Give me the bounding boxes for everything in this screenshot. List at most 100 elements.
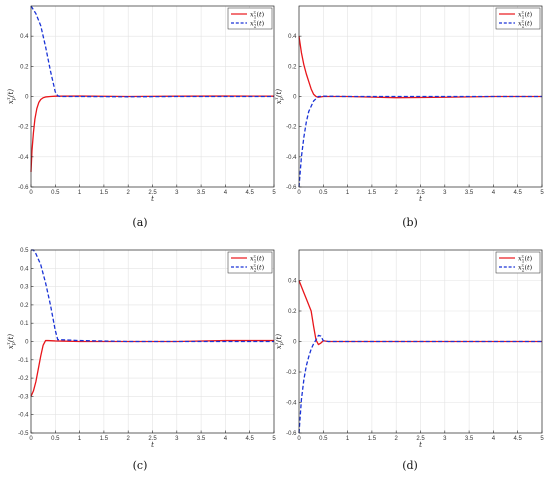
y-tick-label: 0.3: [20, 285, 29, 291]
x-tick-label: 3: [443, 436, 447, 442]
x-tick-label: 0.5: [51, 436, 60, 442]
panel-a: 0 0.5 1 1.5 2 2.5 3 3.5 4 4.5 5 -0.6 -0.4 -0.2 0 0.2 0.4…: [6, 5, 276, 203]
x-tick-label: 2: [395, 190, 399, 196]
y-tick-label: 0: [25, 340, 29, 346]
x-tick-label: 4: [224, 190, 228, 196]
y-tick-label: -0.2: [18, 376, 29, 382]
caption-b-text: (b): [402, 216, 418, 229]
x-tick-label: 2: [127, 436, 131, 442]
x-tick-label: 1.5: [368, 190, 377, 196]
x-tick-label: 5: [272, 190, 276, 196]
y-tick-label: -0.2: [286, 370, 297, 376]
x-tick-label: 0: [29, 190, 33, 196]
x-tick-label: 4: [492, 436, 496, 442]
y-tick-label: 0.2: [288, 309, 297, 315]
y-tick-label: -0.4: [286, 401, 297, 407]
y-tick-label: -0.6: [286, 185, 297, 191]
y-tick-label: -0.4: [18, 413, 29, 419]
x-axis-label: t: [419, 441, 422, 449]
legend-entry: xτ 1(t): [250, 11, 265, 21]
y-tick-label: -0.2: [286, 125, 297, 131]
x-tick-label: 2.5: [416, 436, 425, 442]
y-tick-label: 0.4: [288, 279, 297, 285]
x-tick-label: 0: [297, 436, 301, 442]
series-line-2: [31, 249, 274, 343]
series-line-2: [298, 95, 542, 188]
x-tick-label: 3.5: [465, 190, 474, 196]
panel-b: 0 0.5 1 1.5 2 2.5 3 3.5 4 4.5 5 -0.6 -0.4 -0.2 0 0.2 0.4…: [274, 5, 544, 203]
x-tick-label: 2.5: [416, 190, 425, 196]
x-tick-label: 2.5: [148, 436, 157, 442]
y-tick-label: 0.2: [20, 303, 29, 309]
series-line-1: [298, 280, 542, 346]
legend-entry: xτ 1(t): [250, 255, 265, 265]
x-tick-label: 1.5: [368, 436, 377, 442]
y-tick-label: 0.1: [20, 321, 29, 327]
x-tick-label: 3: [175, 190, 179, 196]
y-tick-label: -0.5: [18, 431, 29, 437]
x-tick-label: 0: [29, 436, 33, 442]
caption-c: (c): [133, 459, 148, 472]
y-tick-label: 0: [293, 95, 297, 101]
legend: xτ 1(t)xτ 2(t): [495, 7, 541, 30]
y-tick-label: 0.4: [288, 34, 297, 40]
y-axis-label: xτp(t): [6, 334, 17, 349]
x-tick-label: 4: [492, 190, 496, 196]
x-tick-label: 1: [78, 190, 82, 196]
x-tick-label: 4.5: [246, 436, 255, 442]
y-tick-label: -0.4: [286, 155, 297, 161]
x-tick-label: 0: [297, 190, 301, 196]
caption-d-text: (d): [402, 459, 418, 472]
y-tick-label: 0.4: [20, 266, 29, 272]
x-tick-label: 3.5: [197, 190, 206, 196]
x-tick-label: 5: [272, 436, 276, 442]
caption-a: (a): [132, 216, 147, 229]
x-tick-label: 4: [224, 436, 228, 442]
legend-entry: xτ 2(t): [250, 20, 265, 30]
x-tick-label: 4.5: [514, 436, 523, 442]
legend: xτ 1(t)xτ 2(t): [495, 251, 541, 274]
x-tick-label: 0.5: [319, 190, 328, 196]
legend-entry: xτ 1(t): [518, 11, 533, 21]
y-tick-label: 0.2: [20, 64, 29, 70]
x-tick-label: 3: [443, 190, 447, 196]
y-tick-label: 0: [25, 95, 29, 101]
x-tick-label: 4.5: [246, 190, 255, 196]
legend-box: [495, 7, 541, 30]
y-axis-label: xτp(t): [274, 334, 285, 349]
legend-box: [227, 251, 273, 274]
x-tick-label: 1.5: [100, 190, 109, 196]
legend-entry: xτ 2(t): [250, 264, 265, 274]
x-tick-label: 2: [395, 436, 399, 442]
legend-box: [495, 251, 541, 274]
x-tick-label: 3.5: [197, 436, 206, 442]
x-tick-label: 2.5: [148, 190, 157, 196]
x-tick-label: 1.5: [100, 436, 109, 442]
x-tick-label: 3: [175, 436, 179, 442]
x-axis-label: t: [151, 195, 154, 203]
caption-d: (d): [402, 459, 418, 472]
x-axis-label: t: [419, 195, 422, 203]
x-tick-label: 1: [78, 436, 82, 442]
legend: xτ 1(t)xτ 2(t): [227, 251, 273, 274]
x-axis-label: t: [151, 441, 154, 449]
y-axis-label: xτp(t): [274, 89, 285, 104]
x-tick-label: 5: [540, 190, 544, 196]
panel-c: 0 0.5 1 1.5 2 2.5 3 3.5 4 4.5 5 -0.5 -0.4 -0.3 -0.2 -0.…: [6, 248, 276, 449]
x-tick-label: 3.5: [465, 436, 474, 442]
y-tick-label: 0.2: [288, 64, 297, 70]
panel-d: 0 0.5 1 1.5 2 2.5 3 3.5 4 4.5 5 -0.6 -0.4 -0.2 0 0.2 0.4…: [274, 249, 544, 449]
caption-a-text: (a): [132, 216, 147, 229]
series-line-2: [298, 334, 542, 434]
legend-entry: xτ 2(t): [518, 20, 533, 30]
x-tick-label: 0.5: [51, 190, 60, 196]
y-tick-label: -0.4: [18, 155, 29, 161]
legend-box: [227, 7, 273, 30]
y-axis-label: xτp(t): [6, 89, 17, 104]
legend: xτ 1(t)xτ 2(t): [227, 7, 273, 30]
y-tick-label: 0.5: [20, 248, 29, 254]
y-tick-label: -0.1: [18, 358, 29, 364]
x-tick-label: 4.5: [514, 190, 523, 196]
y-tick-label: -0.3: [18, 394, 29, 400]
